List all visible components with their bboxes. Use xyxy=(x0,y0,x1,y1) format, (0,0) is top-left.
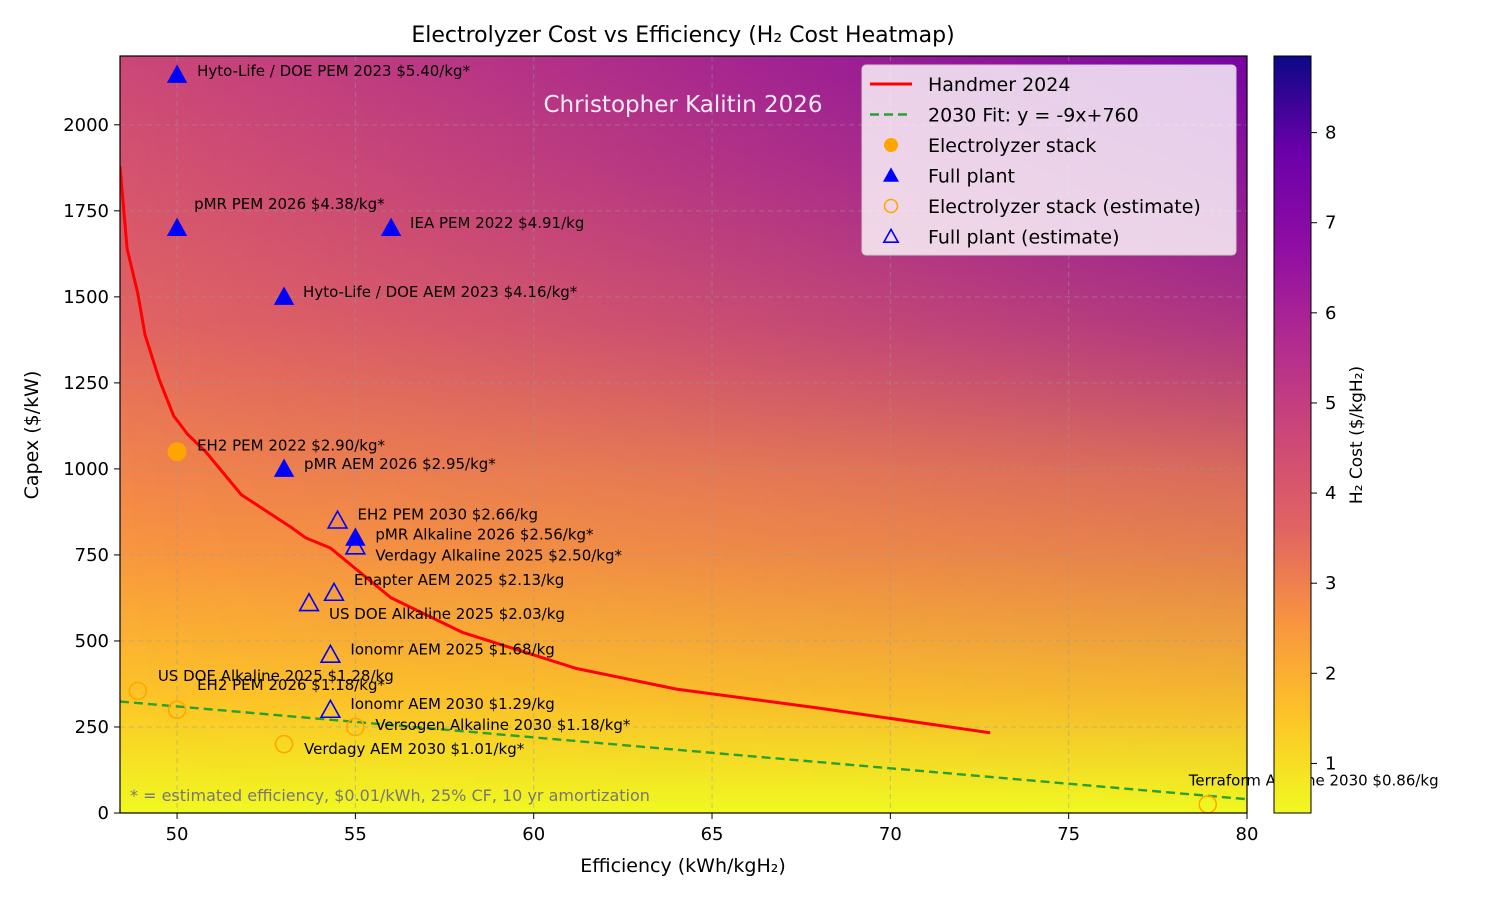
x-tick-label: 60 xyxy=(522,824,545,845)
point-label: EH2 PEM 2030 $2.66/kg xyxy=(358,506,538,524)
point-label: Verdagy Alkaline 2025 $2.50/kg* xyxy=(375,546,622,564)
plot-frame xyxy=(119,55,1248,814)
y-tick-label: 2000 xyxy=(63,115,109,136)
y-tick-label: 1500 xyxy=(63,287,109,308)
footnote: * = estimated efficiency, $0.01/kWh, 25%… xyxy=(130,786,650,805)
fit-2030-line xyxy=(120,700,1247,801)
legend-swatch-marker xyxy=(884,138,898,152)
data-point xyxy=(346,717,365,737)
point-label: Versogen Alkaline 2030 $1.18/kg* xyxy=(375,716,631,734)
colorbar: 1 2 3 4 5 6 7 8 H₂ Cost ($/kgH₂) xyxy=(1273,55,1367,814)
data-point xyxy=(319,698,342,719)
colorbar-ticks: 1 2 3 4 5 6 7 8 xyxy=(1311,123,1336,774)
point-annotations: Hyto-Life / DOE PEM 2023 $5.40/kg* pMR PE… xyxy=(158,62,1439,789)
data-point xyxy=(323,581,345,602)
point-label: Ionomr AEM 2030 $1.29/kg xyxy=(350,695,554,713)
point-label: Hyto-Life / DOE AEM 2023 $4.16/kg* xyxy=(303,283,578,301)
legend-label: Handmer 2024 xyxy=(928,74,1070,96)
data-point xyxy=(326,509,349,529)
legend-label: Electrolyzer stack xyxy=(928,135,1096,157)
series-lines xyxy=(120,165,1247,801)
point-label: Hyto-Life / DOE PEM 2023 $5.40/kg* xyxy=(197,62,471,80)
data-point xyxy=(344,535,367,555)
legend-swatch-marker xyxy=(883,198,899,214)
colorbar-label: H₂ Cost ($/kgH₂) xyxy=(1347,366,1367,504)
x-tick-label: 80 xyxy=(1236,824,1259,845)
y-tick-label: 1000 xyxy=(63,459,109,480)
handmer-2024-line xyxy=(120,165,991,735)
point-label: Verdagy AEM 2030 $1.01/kg* xyxy=(304,740,525,758)
point-label: EH2 PEM 2022 $2.90/kg* xyxy=(197,437,385,455)
point-label: US DOE Alkaline 2025 $2.03/kg xyxy=(329,605,565,623)
data-point xyxy=(273,286,295,305)
point-label: pMR Alkaline 2026 $2.56/kg* xyxy=(375,526,594,544)
point-label: Ionomr AEM 2025 $1.68/kg xyxy=(350,641,554,659)
colorbar-tick-label: 7 xyxy=(1325,213,1336,234)
data-point xyxy=(167,700,187,720)
point-label: EH2 PEM 2026 $1.18/kg* xyxy=(197,676,385,694)
data-point xyxy=(380,217,402,237)
legend-box xyxy=(861,64,1237,256)
plot-area: Hyto-Life / DOE PEM 2023 $5.40/kg* pMR PE… xyxy=(119,55,1439,814)
y-axis-label: Capex ($/kW) xyxy=(21,371,43,500)
data-point xyxy=(274,734,294,754)
point-label: US DOE Alkaline 2025 $1.28/kg xyxy=(158,667,394,685)
data-point xyxy=(166,217,188,237)
colorbar-tick-label: 3 xyxy=(1325,573,1336,594)
legend-label: 2030 Fit: y = -9x+760 xyxy=(928,105,1139,127)
x-axis: 50 55 60 65 70 75 80 xyxy=(166,813,1259,845)
x-tick-label: 75 xyxy=(1057,824,1080,845)
legend-label: Full plant (estimate) xyxy=(928,227,1119,249)
y-tick-label: 1750 xyxy=(63,201,109,222)
x-axis-label: Efficiency (kWh/kgH₂) xyxy=(580,855,786,877)
colorbar-tick-label: 1 xyxy=(1325,753,1336,774)
legend-label: Full plant xyxy=(928,166,1015,188)
colorbar-tick-label: 6 xyxy=(1325,303,1336,324)
colorbar-tick-label: 5 xyxy=(1325,393,1336,414)
data-point xyxy=(273,458,295,477)
y-tick-label: 750 xyxy=(75,545,109,566)
point-label: pMR AEM 2026 $2.95/kg* xyxy=(304,455,496,473)
data-point xyxy=(319,643,342,663)
legend-swatch-marker xyxy=(882,227,900,244)
watermark: Christopher Kalitin 2026 xyxy=(543,92,822,118)
point-label: pMR PEM 2026 $4.38/kg* xyxy=(194,195,385,213)
colorbar-tick-label: 8 xyxy=(1325,123,1336,144)
colorbar-tick-label: 2 xyxy=(1325,663,1336,684)
y-axis: 0 250 500 750 1000 1250 1500 1750 2000 xyxy=(63,115,120,824)
legend: Handmer 2024 2030 Fit: y = -9x+760 Electro… xyxy=(861,64,1237,256)
y-tick-label: 0 xyxy=(98,803,109,824)
point-label: IEA PEM 2022 $4.91/kg xyxy=(410,214,584,232)
legend-swatch-marker xyxy=(883,167,899,182)
data-point xyxy=(166,64,188,83)
x-tick-label: 50 xyxy=(166,824,189,845)
point-label: Enapter AEM 2025 $2.13/kg xyxy=(354,571,564,589)
y-tick-label: 250 xyxy=(75,717,109,738)
data-point xyxy=(128,681,148,701)
point-label: Terraform Alkaline 2030 $0.86/kg xyxy=(1188,771,1439,789)
y-tick-label: 500 xyxy=(75,631,109,652)
x-tick-label: 70 xyxy=(879,824,902,845)
colorbar-tick-label: 4 xyxy=(1325,483,1336,504)
x-tick-label: 55 xyxy=(344,824,367,845)
data-point xyxy=(167,442,187,462)
x-tick-label: 65 xyxy=(701,824,724,845)
colorbar-gradient xyxy=(1273,55,1312,814)
data-points xyxy=(128,64,1218,814)
chart-title: Electrolyzer Cost vs Efficiency (H₂ Cost… xyxy=(411,23,954,48)
data-point xyxy=(298,592,320,612)
y-tick-label: 1250 xyxy=(63,373,109,394)
legend-label: Electrolyzer stack (estimate) xyxy=(928,196,1201,218)
